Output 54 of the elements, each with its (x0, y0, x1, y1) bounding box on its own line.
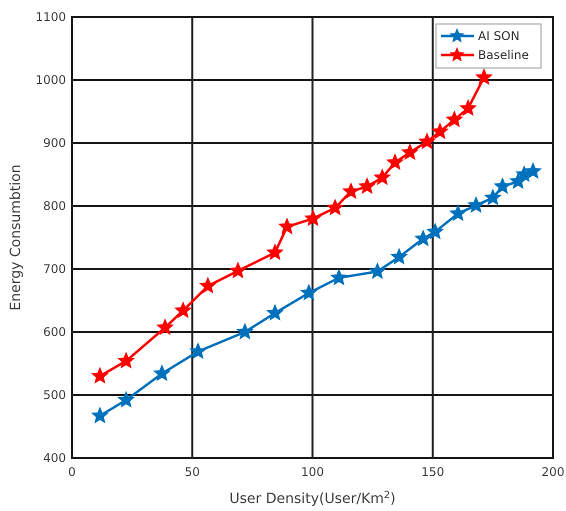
x-tick-label: 150 (421, 465, 444, 479)
point (342, 183, 360, 198)
point (450, 205, 466, 221)
point (427, 223, 444, 239)
point (190, 343, 206, 358)
point (369, 263, 386, 278)
y-tick-label: 600 (43, 325, 66, 339)
y-axis-title: Energy Consumbtion (8, 164, 24, 311)
point (200, 278, 216, 293)
legend-label: AI SON (478, 29, 520, 43)
point (236, 324, 254, 339)
point (415, 230, 432, 246)
point (266, 304, 284, 320)
point (358, 178, 376, 194)
point (524, 162, 542, 178)
x-tick-label: 0 (68, 465, 76, 479)
y-tick-label: 400 (43, 451, 66, 465)
point (402, 144, 418, 160)
y-tick-label: 800 (43, 199, 66, 213)
point (386, 154, 404, 170)
point (326, 199, 344, 215)
point (230, 262, 246, 278)
point (278, 218, 296, 234)
y-tick-label: 1000 (35, 73, 66, 87)
point (118, 352, 134, 368)
x-tick-label: 200 (542, 465, 564, 479)
x-tick-label: 100 (301, 465, 324, 479)
point (92, 407, 108, 423)
point (156, 319, 174, 335)
point (175, 302, 192, 318)
x-axis-title: User Density(User/Km$^{2}$) (229, 490, 396, 507)
point (446, 111, 463, 127)
y-tick-label: 900 (43, 136, 66, 150)
point (476, 68, 492, 84)
point (494, 178, 511, 194)
point (460, 100, 476, 116)
point (266, 244, 284, 260)
y-tick-label: 1100 (35, 10, 66, 24)
y-tick-label: 500 (43, 388, 66, 402)
point (484, 189, 501, 205)
point (432, 123, 448, 139)
point (118, 392, 134, 408)
point (304, 210, 322, 226)
point (468, 196, 484, 212)
point (92, 368, 108, 384)
point (374, 169, 390, 185)
y-tick-label: 700 (43, 262, 66, 276)
legend-label: Baseline (478, 48, 529, 62)
x-tick-label: 50 (184, 465, 200, 479)
point (154, 365, 170, 381)
point (418, 133, 436, 149)
point (390, 248, 408, 264)
point (330, 269, 348, 285)
point (300, 284, 317, 300)
